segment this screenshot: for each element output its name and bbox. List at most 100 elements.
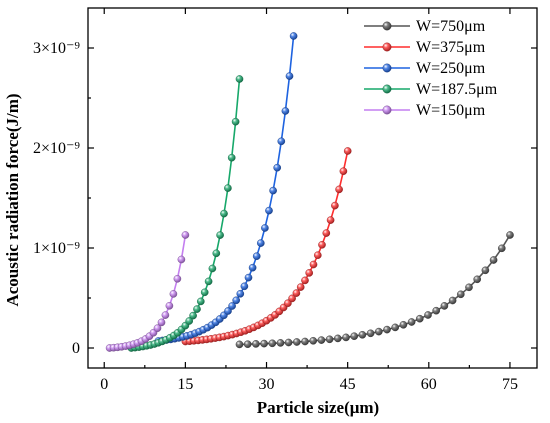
- series-line: [239, 234, 511, 346]
- series: [181, 147, 352, 346]
- y-tick-label: 1×10⁻⁹: [33, 240, 80, 257]
- x-tick-label: 30: [259, 376, 275, 393]
- data-point: [216, 231, 224, 239]
- x-tick-label: 0: [100, 376, 108, 393]
- data-point: [256, 239, 265, 247]
- data-point: [232, 296, 240, 305]
- data-point: [220, 209, 228, 218]
- data-point: [260, 339, 268, 348]
- x-tick-label: 45: [340, 376, 356, 393]
- legend-marker: [382, 105, 392, 115]
- legend-label: W=375μm: [416, 39, 486, 56]
- data-point: [318, 240, 326, 249]
- data-point: [193, 305, 201, 313]
- legend-label: W=750μm: [416, 18, 486, 35]
- series: [127, 75, 244, 352]
- data-point: [243, 340, 252, 349]
- data-point: [333, 334, 342, 343]
- data-point: [335, 185, 343, 194]
- data-point: [473, 275, 482, 284]
- data-point: [432, 306, 441, 315]
- data-point: [165, 301, 174, 310]
- data-point: [212, 249, 221, 258]
- data-point: [292, 338, 301, 346]
- data-point: [289, 32, 298, 40]
- data-point: [301, 337, 309, 346]
- data-point: [322, 229, 331, 237]
- data-point: [200, 288, 209, 297]
- legend-marker: [382, 42, 392, 52]
- y-tick-label: 2×10⁻⁹: [33, 140, 80, 157]
- x-axis-title: Particle size(μm): [257, 398, 379, 417]
- data-point: [465, 283, 473, 292]
- data-point: [309, 260, 318, 269]
- legend: W=750μm W=375μm W=250μm W=187.5μm W=150μm: [364, 18, 498, 119]
- data-point: [173, 274, 182, 283]
- data-point: [366, 329, 375, 338]
- legend-item: W=250μm: [364, 60, 486, 77]
- data-point: [228, 302, 236, 310]
- data-point: [224, 307, 232, 315]
- legend-item: W=375μm: [364, 39, 486, 56]
- y-tick-label: 3×10⁻⁹: [33, 40, 80, 57]
- data-point: [415, 314, 424, 323]
- data-point: [342, 333, 350, 342]
- data-point: [235, 75, 244, 83]
- data-point: [506, 231, 514, 239]
- y-tick-label: 0: [72, 340, 80, 357]
- data-point: [261, 224, 269, 232]
- data-point: [208, 264, 217, 273]
- data-point: [358, 330, 367, 339]
- data-point: [269, 186, 277, 195]
- plot-frame: [87, 7, 538, 369]
- data-point: [204, 277, 213, 286]
- data-point: [231, 117, 240, 126]
- data-point: [224, 184, 232, 192]
- data-point: [153, 324, 162, 333]
- data-point: [235, 340, 244, 349]
- data-point: [177, 255, 186, 264]
- data-point: [383, 325, 391, 334]
- data-point: [456, 290, 465, 299]
- data-point: [301, 276, 309, 285]
- data-point: [169, 290, 178, 298]
- y-axis-title: Acoustic radiation force(J/m): [3, 93, 22, 306]
- legend-item: W=150μm: [364, 102, 486, 119]
- series: [105, 231, 190, 352]
- data-point: [285, 72, 294, 80]
- data-point: [374, 327, 383, 336]
- data-point: [189, 311, 197, 320]
- data-point: [309, 336, 318, 345]
- legend-label: W=187.5μm: [416, 81, 498, 98]
- data-point: [317, 336, 326, 344]
- data-point: [489, 256, 498, 264]
- legend-label: W=150μm: [416, 102, 486, 119]
- data-point: [196, 297, 205, 306]
- data-point: [281, 107, 290, 115]
- data-point: [391, 323, 400, 332]
- data-point: [288, 294, 296, 303]
- legend-item: W=750μm: [364, 18, 486, 35]
- series-layer: [105, 32, 514, 352]
- data-point: [325, 335, 334, 344]
- data-point: [265, 206, 273, 215]
- data-point: [350, 332, 359, 341]
- data-point: [240, 282, 249, 291]
- data-point: [273, 163, 282, 172]
- data-point: [161, 311, 170, 319]
- data-point: [497, 244, 506, 253]
- series: [235, 231, 514, 349]
- data-point: [448, 296, 457, 305]
- legend-marker: [382, 63, 392, 73]
- data-point: [292, 289, 301, 297]
- data-point: [248, 263, 257, 272]
- data-point: [284, 338, 293, 347]
- legend-label: W=250μm: [416, 60, 486, 77]
- data-point: [277, 137, 286, 146]
- data-point: [284, 299, 292, 308]
- data-point: [252, 252, 261, 261]
- data-point: [244, 273, 253, 282]
- data-point: [313, 251, 322, 259]
- data-point: [252, 340, 260, 348]
